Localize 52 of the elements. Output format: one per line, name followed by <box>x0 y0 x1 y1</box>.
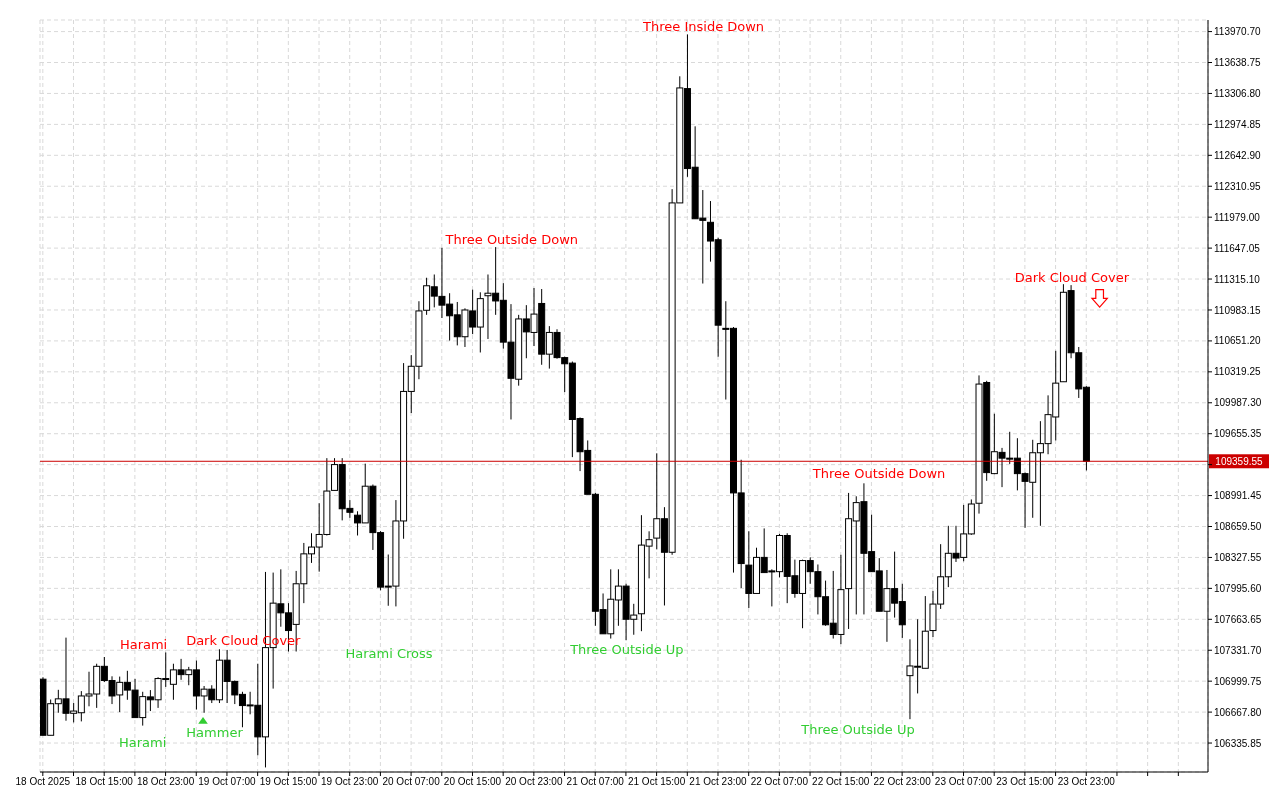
y-tick-label: 113306.80 <box>1214 88 1261 99</box>
y-tick-label: 112642.90 <box>1214 149 1261 161</box>
annotation: Three Outside Down <box>444 232 579 248</box>
ref-line-label: 109359.55 <box>1215 456 1264 468</box>
y-tick-label: 112310.95 <box>1214 180 1261 192</box>
x-tick-label: 19 Oct 15:00 <box>259 776 318 788</box>
x-tick-label: 20 Oct 15:00 <box>443 776 502 788</box>
y-tick-label: 106667.80 <box>1214 706 1262 718</box>
annotation: Harami Cross <box>345 645 433 661</box>
y-tick-label: 107663.65 <box>1214 613 1262 625</box>
x-tick-label: 20 Oct 07:00 <box>382 776 441 788</box>
x-tick-label: 23 Oct 07:00 <box>934 776 993 788</box>
annotation: Dark Cloud Cover <box>1014 269 1130 285</box>
x-tick-label: 20 Oct 23:00 <box>505 776 563 788</box>
x-tick-label: 19 Oct 07:00 <box>198 776 257 788</box>
x-tick-label: 19 Oct 23:00 <box>321 776 379 788</box>
annotation: Harami <box>119 637 168 653</box>
annotation: Three Inside Down <box>642 18 765 34</box>
y-tick-label: 106335.85 <box>1214 737 1262 749</box>
x-tick-label: 18 Oct 15:00 <box>75 776 134 788</box>
x-tick-label: 23 Oct 23:00 <box>1057 776 1116 788</box>
y-tick-label: 109987.30 <box>1214 397 1262 409</box>
y-tick-label: 111647.05 <box>1214 242 1261 254</box>
y-tick-label: 110651.20 <box>1214 335 1261 347</box>
y-tick-label: 110319.25 <box>1214 366 1261 378</box>
x-tick-label: 22 Oct 07:00 <box>750 776 809 788</box>
y-tick-label: 111315.10 <box>1214 273 1261 285</box>
annotation: Three Outside Down <box>811 466 946 482</box>
y-tick-label: 108991.45 <box>1214 490 1262 502</box>
y-tick-label: 108659.50 <box>1214 521 1262 533</box>
x-tick-label: 21 Oct 15:00 <box>627 776 686 788</box>
y-tick-label: 111979.00 <box>1214 211 1261 223</box>
x-tick-label: 22 Oct 23:00 <box>873 776 932 788</box>
y-tick-label: 109655.35 <box>1214 428 1262 440</box>
x-tick-label: 21 Oct 07:00 <box>566 776 625 788</box>
y-tick-label: 110983.15 <box>1214 304 1261 316</box>
x-tick-label: 23 Oct 15:00 <box>996 776 1054 788</box>
annotation: Hammer <box>186 725 244 741</box>
x-tick-label: 18 Oct 2025 <box>15 776 71 788</box>
y-tick-label: 107995.60 <box>1214 582 1262 594</box>
y-tick-label: 106999.75 <box>1214 675 1262 687</box>
y-tick-label: 113638.75 <box>1214 57 1261 69</box>
annotation: Harami <box>118 734 167 750</box>
x-tick-label: 22 Oct 15:00 <box>812 776 870 788</box>
annotation: Three Outside Up <box>569 642 684 658</box>
x-tick-label: 21 Oct 23:00 <box>689 776 748 788</box>
y-tick-label: 112974.85 <box>1214 118 1261 130</box>
annotation: Three Outside Up <box>800 722 915 738</box>
y-tick-label: 107331.70 <box>1214 644 1262 656</box>
x-tick-label: 18 Oct 23:00 <box>136 776 195 788</box>
y-tick-label: 113970.70 <box>1214 26 1261 38</box>
y-tick-label: 108327.55 <box>1214 551 1262 563</box>
